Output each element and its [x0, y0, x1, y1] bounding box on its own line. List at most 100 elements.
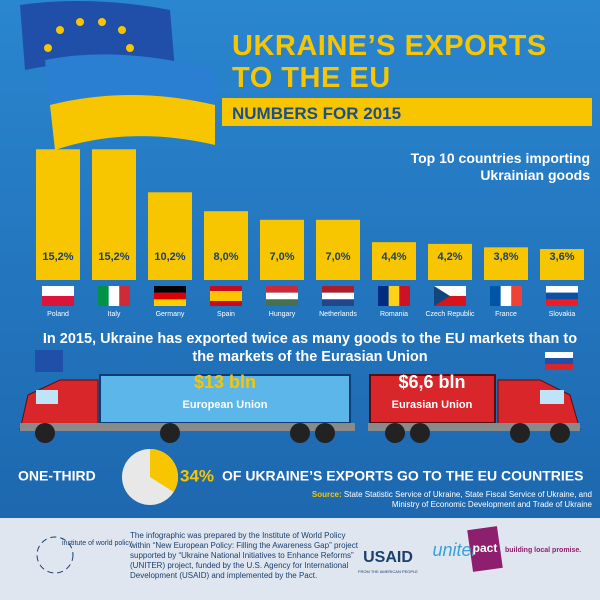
truck-amount: $13 bln	[194, 372, 256, 392]
value-label: 3,6%	[549, 251, 574, 263]
bar	[484, 247, 528, 280]
pie-value-label: 34%	[180, 466, 214, 485]
flag-stripe	[322, 292, 354, 300]
bar	[204, 211, 248, 280]
logo-text: USAID	[363, 549, 413, 566]
iwp-logo	[36, 536, 74, 574]
eu-truck	[19, 350, 355, 443]
value-label: 15,2%	[98, 251, 129, 263]
flag-stripe	[490, 286, 501, 306]
subtitle: NUMBERS FOR 2015	[232, 104, 402, 123]
annotation: Top 10 countries importing Ukrainian goo…	[410, 150, 590, 183]
logo-text: uniter	[432, 540, 478, 560]
flag-stripe	[154, 286, 186, 293]
bar	[428, 243, 472, 280]
flag	[378, 286, 410, 306]
x-tick-label: Netherlands	[319, 311, 357, 318]
x-tick-label: Romania	[380, 311, 408, 318]
flag-stripe	[546, 292, 578, 300]
truck-amount: $6,6 bln	[398, 372, 465, 392]
flag-stripe	[266, 292, 298, 300]
flag-stripe	[388, 286, 400, 306]
value-label: 8,0%	[213, 251, 238, 263]
flag	[546, 286, 578, 306]
bar	[92, 149, 136, 280]
flag-stripe	[500, 286, 512, 306]
flag-stripe	[266, 299, 298, 306]
credit: The infographic was prepared by the Inst…	[130, 531, 358, 580]
bar	[540, 249, 584, 280]
flag-stripe	[322, 299, 354, 306]
flag	[154, 286, 186, 306]
x-tick-label: France	[495, 311, 517, 318]
eurasian-truck	[368, 352, 581, 443]
x-tick-label: Italy	[108, 311, 121, 318]
pie-caption: OF UKRAINE’S EXPORTS GO TO THE EU COUNTR…	[222, 468, 583, 484]
flag	[322, 286, 354, 306]
bar	[36, 149, 80, 280]
flag-stripe	[210, 296, 242, 301]
flag-stripe	[511, 286, 522, 306]
flag-stripe	[546, 299, 578, 306]
source-text: State Statistic Service of Ukraine, Stat…	[343, 490, 592, 509]
source: Source: State Statistic Service of Ukrai…	[300, 490, 592, 510]
comparison-text: In 2015, Ukraine has exported twice as m…	[42, 331, 578, 365]
value-label: 10,2%	[154, 251, 185, 263]
flag-stripe	[210, 301, 242, 306]
flag-stripe	[210, 291, 242, 296]
flag-stripe	[210, 286, 242, 291]
value-label: 7,0%	[325, 251, 350, 263]
flag-stripe	[108, 286, 120, 306]
x-tick-label: Slovakia	[549, 311, 576, 318]
truck-name: Eurasian Union	[392, 399, 473, 411]
value-label: 4,2%	[437, 251, 462, 263]
bar	[148, 192, 192, 280]
flag-stripe	[42, 296, 74, 306]
flag-stripe	[378, 286, 389, 306]
flag	[434, 286, 466, 306]
value-label: 15,2%	[42, 251, 73, 263]
flag	[42, 286, 74, 306]
flag-stripe	[98, 286, 109, 306]
flag-stripe	[154, 292, 186, 300]
flag-stripe	[546, 286, 578, 293]
bar	[316, 219, 360, 280]
truck-name: European Union	[183, 399, 268, 411]
flag-stripe	[266, 286, 298, 293]
pie-label: ONE-THIRD	[18, 468, 96, 484]
pact-logo	[467, 526, 503, 572]
flag-stripe	[434, 286, 466, 296]
pie-slice	[150, 449, 178, 493]
bar	[372, 242, 416, 280]
bar	[260, 219, 304, 280]
flag	[266, 286, 298, 306]
value-label: 3,8%	[493, 251, 518, 263]
flag	[490, 286, 522, 306]
x-tick-label: Spain	[217, 311, 235, 318]
source-label: Source:	[311, 490, 342, 499]
flag-stripe	[434, 296, 466, 306]
org-name: institute of world policy	[62, 540, 133, 547]
value-label: 4,4%	[381, 251, 406, 263]
x-tick-label: Czech Republic	[425, 311, 475, 318]
logo-text: FROM THE AMERICAN PEOPLE	[358, 569, 418, 574]
x-tick-label: Hungary	[269, 311, 296, 318]
subtitle-band	[222, 98, 592, 126]
flag-stripe	[119, 286, 130, 306]
flag	[210, 286, 242, 306]
eu-flag	[20, 1, 175, 70]
value-label: 7,0%	[269, 251, 294, 263]
flag-stripe	[322, 286, 354, 293]
x-tick-label: Poland	[47, 311, 69, 318]
ukraine-flag	[45, 54, 215, 150]
flag	[98, 286, 130, 306]
title: UKRAINE’S EXPORTS TO THE EU	[232, 30, 547, 94]
flag-stripe	[154, 299, 186, 306]
flag-stripe	[434, 286, 450, 306]
x-tick-label: Germany	[156, 311, 185, 318]
flag-stripe	[399, 286, 410, 306]
flag-stripe	[42, 286, 74, 296]
logo-text: building local promise.	[505, 547, 581, 554]
